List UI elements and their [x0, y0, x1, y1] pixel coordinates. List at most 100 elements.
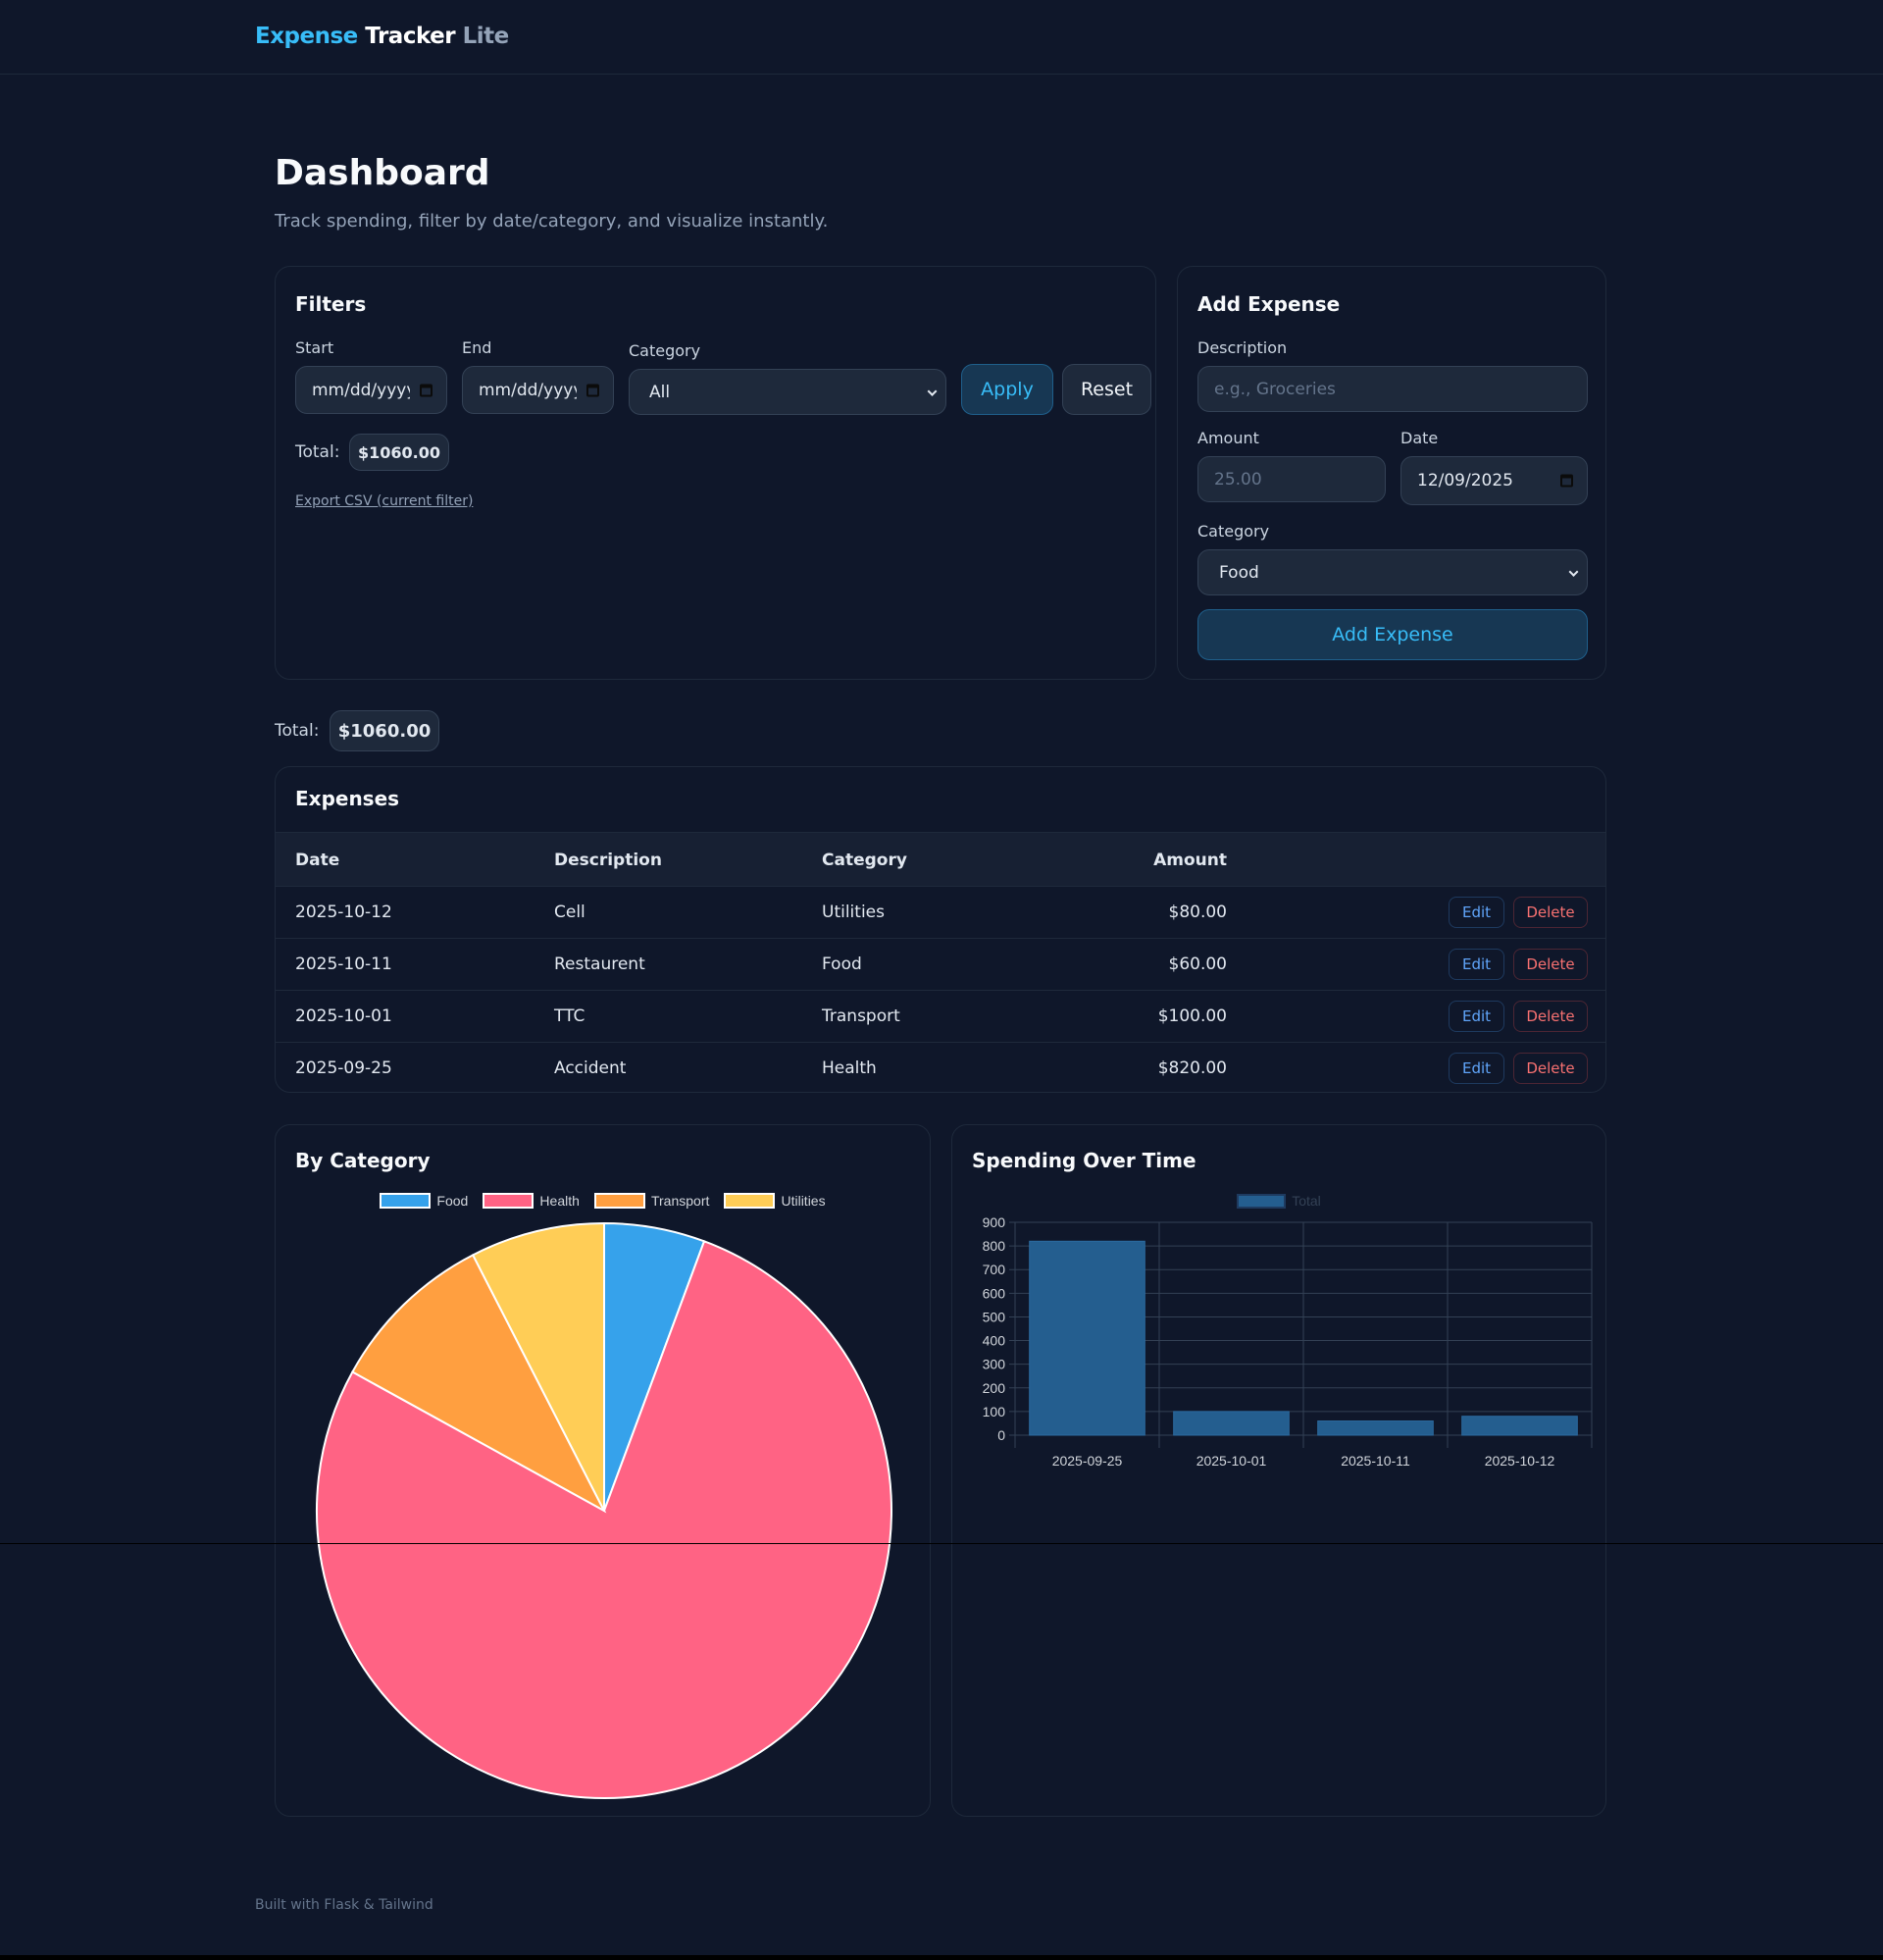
- row-date: 2025-10-11: [295, 954, 392, 974]
- legend-item-health[interactable]: Health: [483, 1193, 580, 1209]
- expenses-card: Expenses Date Description Category Amoun…: [275, 766, 1606, 1093]
- add-category-label: Category: [1197, 522, 1270, 541]
- screenshot-seam: [0, 1543, 1883, 1544]
- end-date-value: mm/dd/yyyy: [479, 380, 577, 400]
- row-amount: $100.00: [1157, 1006, 1227, 1026]
- pie-chart[interactable]: [276, 1125, 932, 1818]
- pie-slice-utilities[interactable]: [471, 1221, 605, 1512]
- summary-total-value: $1060.00: [330, 710, 439, 751]
- svg-text:2025-10-01: 2025-10-01: [1196, 1453, 1267, 1469]
- calendar-icon[interactable]: [586, 384, 599, 396]
- page-subtitle: Track spending, filter by date/category,…: [275, 211, 829, 232]
- delete-button[interactable]: Delete: [1513, 1053, 1588, 1084]
- legend-item-transport[interactable]: Transport: [593, 1193, 709, 1209]
- table-row: 2025-10-12 Cell Utilities $80.00 Edit De…: [276, 887, 1605, 939]
- column-header-description: Description: [554, 851, 662, 870]
- add-expense-title: Add Expense: [1197, 292, 1341, 316]
- bottom-edge: [0, 1955, 1883, 1960]
- edit-button[interactable]: Edit: [1449, 1053, 1504, 1084]
- pie-slice-transport[interactable]: [351, 1253, 607, 1514]
- bar-chart[interactable]: 0 100 200 300 400 500 600 700 800 900 2025-09-25 20…: [952, 1125, 1607, 1818]
- row-category: Health: [822, 1058, 877, 1078]
- row-amount: $820.00: [1157, 1058, 1227, 1078]
- date-input[interactable]: 12/09/2025: [1400, 456, 1588, 505]
- row-date: 2025-10-01: [295, 1006, 392, 1026]
- bar-2025-10-01[interactable]: [1173, 1411, 1290, 1436]
- delete-button[interactable]: Delete: [1513, 949, 1588, 980]
- category-chart-card: By Category Food Health Transport Utilit…: [275, 1124, 931, 1817]
- reset-button[interactable]: Reset: [1062, 364, 1151, 415]
- category-select[interactable]: All: [629, 369, 946, 415]
- row-date: 2025-09-25: [295, 1058, 392, 1078]
- chevron-down-icon: [1568, 566, 1579, 577]
- row-amount: $80.00: [1168, 903, 1227, 922]
- logo-text-expense: Expense: [255, 24, 358, 49]
- legend-item-total[interactable]: Total: [1237, 1193, 1321, 1209]
- legend-label: Total: [1292, 1193, 1321, 1209]
- category-select-value: All: [649, 382, 671, 402]
- date-value: 12/09/2025: [1417, 471, 1513, 490]
- summary-total-label: Total:: [275, 721, 320, 741]
- category-label: Category: [629, 341, 701, 360]
- add-category-select[interactable]: Food: [1197, 549, 1588, 595]
- description-label: Description: [1197, 338, 1288, 357]
- svg-text:500: 500: [983, 1309, 1006, 1324]
- bar-2025-09-25[interactable]: [1029, 1240, 1145, 1436]
- amount-input[interactable]: 25.00: [1197, 456, 1386, 502]
- row-category: Utilities: [822, 903, 885, 922]
- export-csv-link[interactable]: Export CSV (current filter): [295, 493, 474, 509]
- pie-slice-health[interactable]: [316, 1240, 892, 1799]
- delete-button[interactable]: Delete: [1513, 1001, 1588, 1032]
- svg-text:2025-09-25: 2025-09-25: [1052, 1453, 1123, 1469]
- table-row: 2025-10-11 Restaurent Food $60.00 Edit D…: [276, 939, 1605, 991]
- legend-item-food[interactable]: Food: [380, 1193, 468, 1209]
- legend-label: Utilities: [781, 1193, 826, 1209]
- edit-button[interactable]: Edit: [1449, 949, 1504, 980]
- svg-text:900: 900: [983, 1214, 1006, 1230]
- legend-swatch: [380, 1193, 432, 1209]
- row-description: Accident: [554, 1058, 627, 1078]
- column-header-category: Category: [822, 851, 907, 870]
- logo-text-tracker: Tracker: [365, 24, 456, 49]
- calendar-icon[interactable]: [1560, 474, 1573, 488]
- legend-item-utilities[interactable]: Utilities: [724, 1193, 826, 1209]
- row-date: 2025-10-12: [295, 903, 392, 922]
- start-label: Start: [295, 338, 334, 357]
- filters-title: Filters: [295, 292, 367, 316]
- bar-2025-10-11[interactable]: [1317, 1420, 1434, 1436]
- start-date-input[interactable]: mm/dd/yyyy: [295, 366, 447, 414]
- filter-total-label: Total:: [295, 442, 340, 462]
- add-expense-button[interactable]: Add Expense: [1197, 609, 1588, 660]
- date-label: Date: [1400, 429, 1439, 447]
- start-date-value: mm/dd/yyyy: [312, 380, 410, 400]
- footer-text: Built with Flask & Tailwind: [255, 1897, 433, 1913]
- svg-text:2025-10-11: 2025-10-11: [1341, 1453, 1410, 1469]
- calendar-icon[interactable]: [420, 384, 433, 396]
- filter-total-value: $1060.00: [349, 434, 449, 471]
- logo-text-lite: Lite: [462, 24, 510, 49]
- table-header: Date Description Category Amount: [276, 832, 1605, 887]
- top-nav: Expense Tracker Lite: [0, 0, 1883, 75]
- app-logo[interactable]: Expense Tracker Lite: [255, 24, 509, 49]
- apply-button[interactable]: Apply: [961, 364, 1053, 415]
- row-amount: $60.00: [1168, 954, 1227, 974]
- amount-label: Amount: [1197, 429, 1259, 447]
- time-chart-title: Spending Over Time: [972, 1149, 1196, 1172]
- legend-swatch: [724, 1193, 776, 1209]
- row-description: TTC: [554, 1006, 585, 1026]
- legend-swatch: [1237, 1193, 1287, 1209]
- legend-swatch: [483, 1193, 534, 1209]
- svg-text:200: 200: [983, 1380, 1006, 1396]
- end-label: End: [462, 338, 492, 357]
- description-input[interactable]: e.g., Groceries: [1197, 366, 1588, 412]
- bar-2025-10-12[interactable]: [1461, 1416, 1578, 1436]
- end-date-input[interactable]: mm/dd/yyyy: [462, 366, 614, 414]
- row-category: Transport: [822, 1006, 900, 1026]
- pie-legend: Food Health Transport Utilities: [276, 1193, 930, 1212]
- edit-button[interactable]: Edit: [1449, 1001, 1504, 1032]
- chevron-down-icon: [927, 386, 938, 396]
- svg-text:600: 600: [983, 1285, 1006, 1301]
- delete-button[interactable]: Delete: [1513, 897, 1588, 928]
- time-chart-card: Spending Over Time Total 0 100 200 300 400 50…: [951, 1124, 1606, 1817]
- edit-button[interactable]: Edit: [1449, 897, 1504, 928]
